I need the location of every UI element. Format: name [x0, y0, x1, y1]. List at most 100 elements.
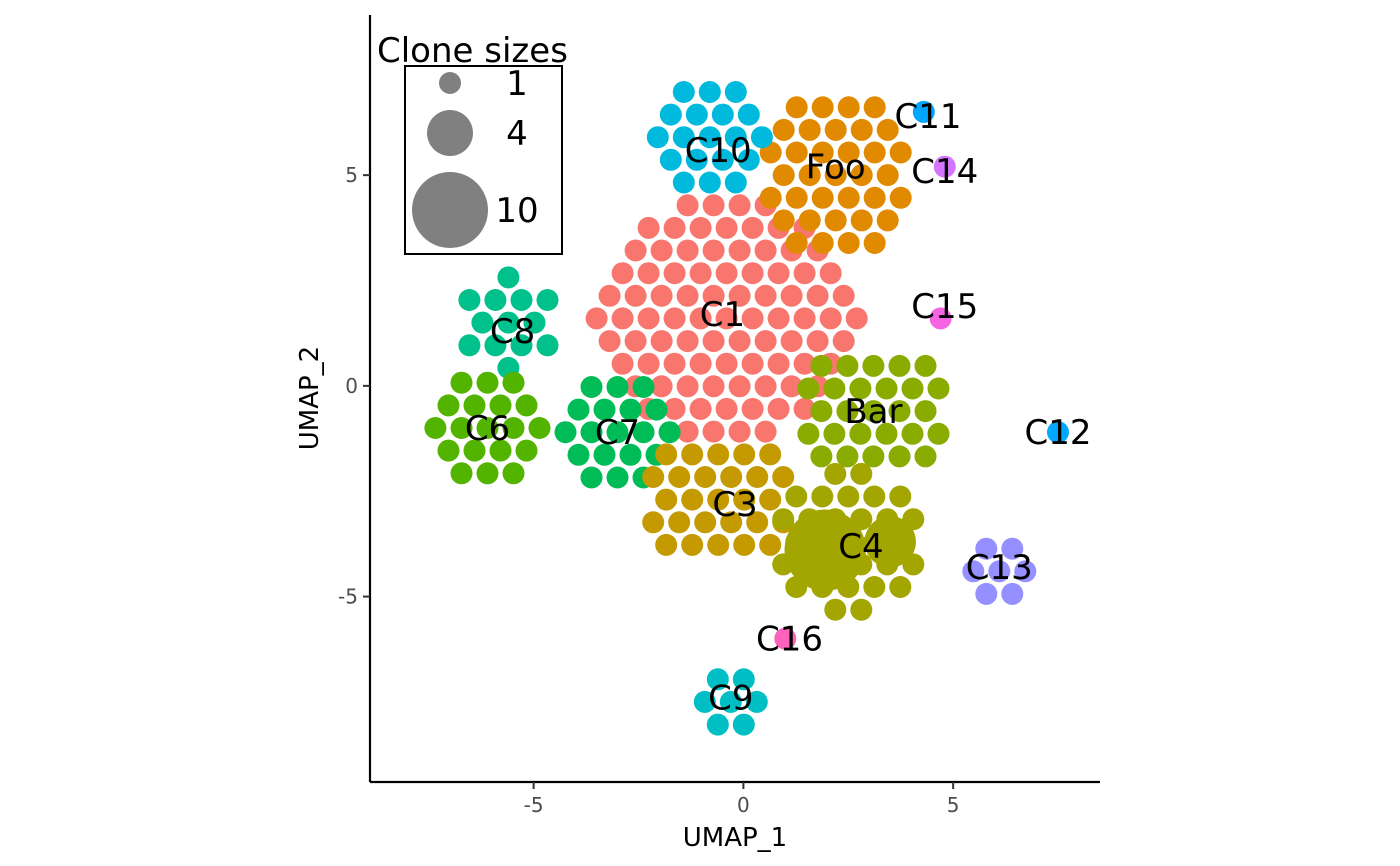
data-point-bar [849, 377, 872, 400]
points-layer [424, 81, 1069, 736]
data-point-c4 [837, 485, 860, 508]
data-point-c6 [450, 371, 473, 394]
data-point-c6 [515, 439, 538, 462]
data-point-bar [914, 400, 937, 423]
data-point-bar [823, 377, 846, 400]
data-point-c1 [793, 307, 816, 330]
data-point-c7 [593, 443, 616, 466]
data-point-c1 [676, 239, 699, 262]
data-point-c8 [497, 266, 520, 289]
data-point-c1 [650, 239, 673, 262]
data-point-c7 [580, 466, 603, 489]
data-point-c1 [637, 216, 660, 239]
data-point-c3 [655, 533, 678, 556]
data-point-c8 [497, 311, 520, 334]
data-point-foo [798, 164, 821, 187]
data-point-c1 [741, 262, 764, 285]
data-point-c3 [707, 533, 730, 556]
data-point-c3 [681, 533, 704, 556]
legend: Clone sizes 1 4 10 [377, 31, 568, 255]
data-point-c1 [754, 330, 777, 353]
data-point-c1 [780, 330, 803, 353]
data-point-c1 [702, 420, 725, 443]
data-point-c8 [536, 289, 559, 311]
data-point-c1 [702, 284, 725, 307]
data-point-foo [798, 209, 821, 232]
data-point-c7 [606, 376, 629, 398]
data-point-c1 [728, 420, 751, 443]
data-point-c1 [637, 307, 660, 330]
data-point-c9 [706, 668, 729, 691]
data-point-c1 [754, 239, 777, 262]
data-point-c1 [624, 239, 647, 262]
cluster-label-foo: Foo [806, 148, 866, 188]
data-point-c6 [424, 417, 447, 439]
data-point-c10 [711, 103, 734, 126]
y-axis-title: UMAP_2 [295, 346, 325, 450]
data-point-c6 [515, 394, 538, 417]
data-point-bar [875, 377, 898, 400]
cluster-label-c7: C7 [595, 413, 640, 453]
cluster-label-c15: C15 [911, 287, 978, 327]
cluster-label-c10: C10 [685, 131, 752, 171]
data-point-c4 [811, 485, 834, 508]
data-point-c10 [685, 103, 708, 126]
data-point-c8 [510, 334, 533, 357]
data-point-c4 [863, 485, 886, 508]
data-point-c1 [715, 397, 738, 420]
data-point-c1 [767, 307, 790, 330]
data-point-bar [862, 445, 885, 468]
data-point-foo [889, 186, 912, 209]
data-point-c10 [698, 126, 721, 149]
data-point-c8 [536, 334, 559, 357]
data-point-c3 [694, 511, 717, 534]
data-point-bar [888, 445, 911, 468]
data-point-c1 [715, 307, 738, 330]
ticks-layer: -5 0 5 -5 0 5 [338, 163, 959, 817]
data-point-c4 [863, 576, 886, 598]
data-point-bar [797, 422, 820, 445]
data-point-bar [901, 422, 924, 445]
y-tick-label: 0 [345, 374, 358, 398]
data-point-bar [927, 377, 950, 400]
data-point-c1 [728, 284, 751, 307]
cluster-label-c3: C3 [712, 485, 757, 525]
data-point-c12 [1047, 421, 1069, 444]
cluster-label-c11: C11 [894, 97, 961, 137]
data-point-c8 [458, 334, 481, 357]
data-point-c1 [715, 352, 738, 375]
data-point-c10 [724, 171, 747, 194]
data-point-c6 [528, 417, 551, 439]
data-point-c4 [772, 508, 795, 531]
legend-key-size-4 [427, 110, 473, 156]
data-point-c3 [759, 533, 782, 556]
legend-key-size-10 [412, 172, 488, 248]
data-point-bar [810, 400, 833, 423]
data-point-c10 [724, 81, 747, 103]
data-point-c1 [676, 420, 699, 443]
data-point-c1 [819, 307, 842, 330]
data-point-c1 [741, 352, 764, 375]
data-point-c10 [724, 126, 747, 149]
data-point-c8 [458, 289, 481, 311]
cluster-label-c14: C14 [911, 152, 978, 192]
data-point-foo [772, 164, 795, 187]
data-point-c7 [619, 443, 642, 466]
data-point-c3 [681, 488, 704, 511]
data-point-c3 [720, 511, 743, 534]
data-point-c1 [819, 262, 842, 285]
data-point-bar [810, 445, 833, 468]
data-point-c6 [502, 462, 525, 485]
data-point-c1 [663, 262, 686, 285]
cluster-label-c13: C13 [966, 548, 1033, 588]
data-point-c7 [658, 421, 681, 444]
data-point-c1 [832, 284, 855, 307]
data-point-c3 [642, 466, 665, 488]
data-point-c3 [733, 443, 756, 466]
data-point-c1 [689, 307, 712, 330]
data-point-c6 [450, 462, 473, 485]
data-point-c1 [767, 397, 790, 420]
data-point-c1 [611, 307, 634, 330]
cluster-label-c16: C16 [756, 620, 823, 660]
